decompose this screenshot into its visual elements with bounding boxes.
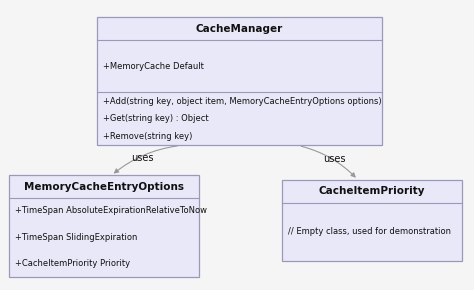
Text: CacheItemPriority: CacheItemPriority	[319, 186, 425, 196]
Bar	[282, 180, 462, 261]
Text: uses: uses	[323, 154, 346, 164]
Text: CacheManager: CacheManager	[196, 23, 283, 34]
Bar	[9, 175, 199, 277]
Bar	[97, 17, 382, 145]
Text: +Add(string key, object item, MemoryCacheEntryOptions options): +Add(string key, object item, MemoryCach…	[103, 97, 382, 106]
Text: +TimeSpan SlidingExpiration: +TimeSpan SlidingExpiration	[15, 233, 137, 242]
Text: // Empty class, used for demonstration: // Empty class, used for demonstration	[288, 227, 451, 236]
Text: uses: uses	[131, 153, 154, 163]
Text: +Remove(string key): +Remove(string key)	[103, 132, 192, 141]
Text: +MemoryCache Default: +MemoryCache Default	[103, 61, 204, 70]
Text: +Get(string key) : Object: +Get(string key) : Object	[103, 114, 209, 123]
Text: MemoryCacheEntryOptions: MemoryCacheEntryOptions	[24, 182, 184, 192]
Text: +CacheItemPriority Priority: +CacheItemPriority Priority	[15, 259, 130, 268]
Text: +TimeSpan AbsoluteExpirationRelativeToNow: +TimeSpan AbsoluteExpirationRelativeToNo…	[15, 206, 207, 215]
